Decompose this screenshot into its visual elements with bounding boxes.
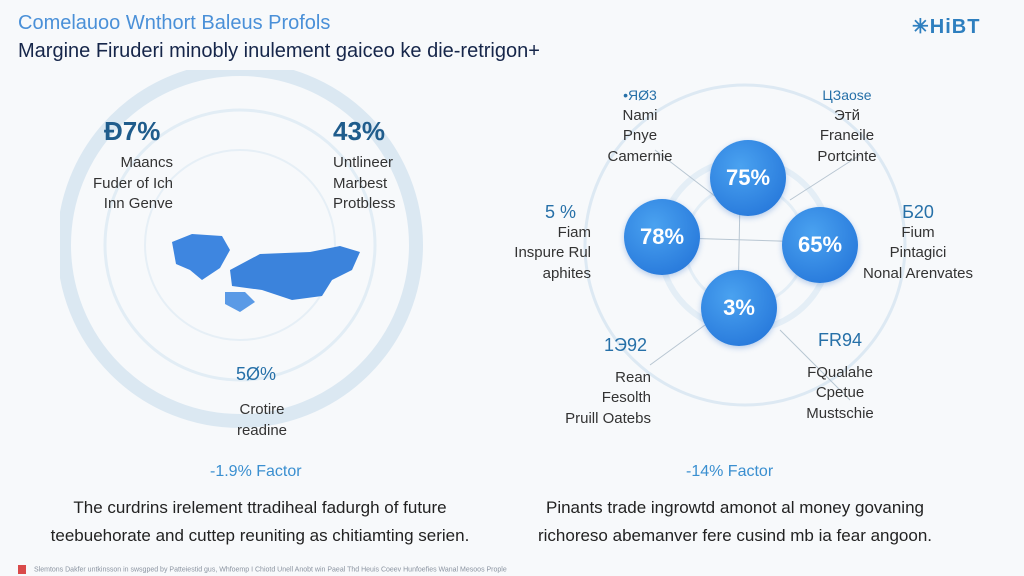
stat-value: 43% [333,116,386,146]
stat-node: FR94 FQualahe Cpetue Mustschie [806,330,874,422]
factor-label: -14% Factor [686,463,774,480]
percentage-bubble: 78% [624,199,700,275]
stat-node: 1Э92 Rean Fesolth Pruill Oatebs [565,335,651,427]
percentage-bubble: 75% [710,140,786,216]
percentage-bubble: 3% [701,270,777,346]
footer-credits: Slemtons Dakfer untkinsson in swsgped by… [18,565,507,574]
header-subtitle: Margine Firuderi minobly inulement gaice… [18,40,540,62]
right-paragraph: Pinants trade ingrowtd amonot al money g… [537,498,933,545]
stat-node: •ЯØ3 Nami Pnye Camernie [607,87,673,165]
percentage-bubble: 65% [782,207,858,283]
stat-label: Maancs Fuder of Ich Inn Genve [92,154,173,212]
stat-value: 5Ø% [236,364,277,384]
stat-label: Untlineer Marbest Protbless [333,154,396,212]
source-icon [18,565,26,574]
header-title: Comelauoo Wnthort Baleus Profols [18,12,331,34]
stat-node: 5 % Fiam Inspure Rul aphites [514,202,591,282]
factor-label: -1.9% Factor [210,463,302,480]
stat-node: ЦЗaose Этй Franeile Portcinte [817,87,877,165]
stat-node: Б20 Fium Pintagici Nonal Arenvates [862,202,974,282]
left-paragraph: The curdrins irelement ttradiheal fadurg… [50,498,470,545]
stat-value: Ð7% [104,116,161,146]
stat-label: Crotire readine [236,401,288,439]
brand-logo: ✳HiBT [912,16,981,38]
world-map-seal-graphic [60,70,423,428]
